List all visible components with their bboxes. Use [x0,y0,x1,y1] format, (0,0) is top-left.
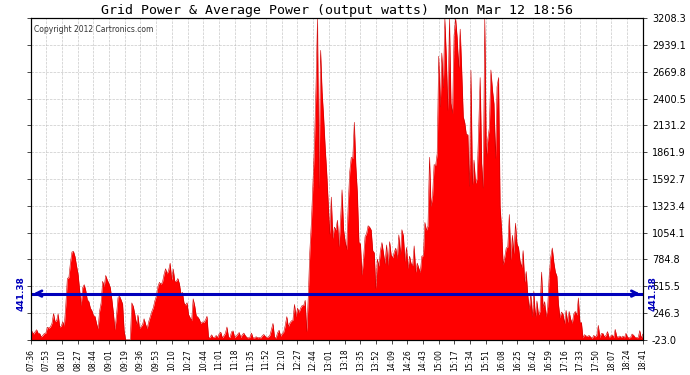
Text: 441.38: 441.38 [649,276,658,311]
Text: 441.38: 441.38 [17,276,26,311]
Text: Copyright 2012 Cartronics.com: Copyright 2012 Cartronics.com [34,25,153,34]
Title: Grid Power & Average Power (output watts)  Mon Mar 12 18:56: Grid Power & Average Power (output watts… [101,4,573,17]
